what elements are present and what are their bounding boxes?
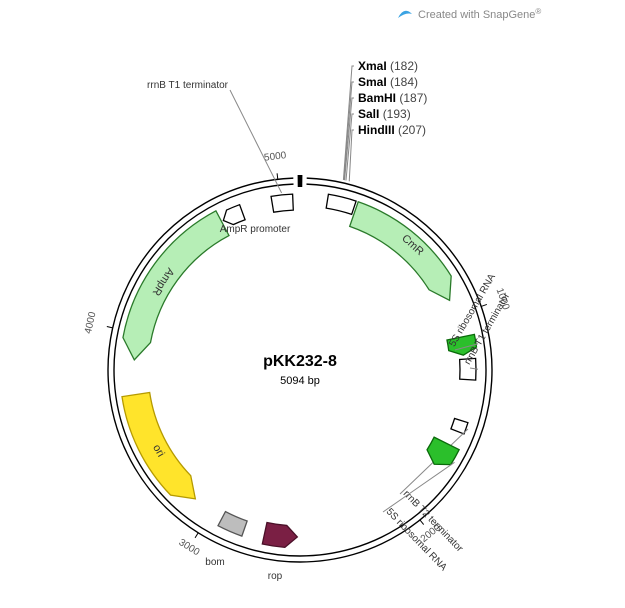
feature-AmpR-promoter (223, 205, 245, 225)
plasmid-name: pKK232-8 (263, 353, 337, 370)
feature-MCS-box (326, 194, 356, 214)
snapgene-icon (398, 11, 412, 18)
feature-CmR (350, 202, 451, 301)
feature-bom (218, 512, 247, 537)
tick (277, 173, 278, 179)
enzyme-HindIII: HindIII (207) (358, 123, 426, 137)
enzyme-XmaI: XmaI (182) (358, 59, 418, 73)
label-rrnB-T1-2: rrnB T1 terminator (462, 291, 512, 367)
tick-label: 3000 (177, 537, 202, 558)
feature-rop (262, 522, 297, 547)
origin-marker (298, 175, 303, 187)
feature-AmpR (123, 211, 229, 360)
feature-5S-rRNA-2 (427, 437, 459, 464)
leader-rrnB-T1-1 (230, 90, 282, 193)
plasmid-size: 5094 bp (280, 375, 320, 387)
label-5S-rRNA-2: 5S ribosomal RNA (384, 506, 449, 573)
enzyme-SalI: SalI (193) (358, 107, 411, 121)
plasmid-backbone (108, 178, 492, 562)
enzyme-SmaI: SmaI (184) (358, 75, 418, 89)
feature-rrnB-T1-1 (271, 194, 293, 212)
plasmid-backbone (114, 184, 486, 556)
label-rrnB-T2: rrnB T2 terminator (401, 488, 466, 554)
credit-text: Created with SnapGene® (418, 7, 541, 21)
tick (195, 533, 198, 538)
tick-label: 5000 (263, 150, 287, 164)
label-bom: bom (205, 557, 224, 568)
tick (420, 520, 424, 525)
tick-label: 4000 (83, 310, 99, 335)
label-rop: rop (268, 571, 283, 582)
enzyme-BamHI: BamHI (187) (358, 91, 427, 105)
tick (107, 327, 113, 328)
label-AmpR-promoter: AmpR promoter (220, 224, 291, 235)
label-rrnB-T1-1: rrnB T1 terminator (147, 80, 229, 91)
